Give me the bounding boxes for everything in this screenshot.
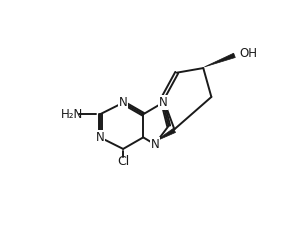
Text: N: N bbox=[96, 131, 104, 144]
Text: N: N bbox=[159, 96, 167, 109]
Text: OH: OH bbox=[240, 47, 258, 60]
Text: Cl: Cl bbox=[117, 155, 129, 168]
Polygon shape bbox=[155, 128, 175, 142]
Text: N: N bbox=[150, 138, 159, 150]
Polygon shape bbox=[204, 53, 235, 67]
Text: N: N bbox=[119, 96, 127, 109]
Text: H₂N: H₂N bbox=[61, 108, 83, 121]
